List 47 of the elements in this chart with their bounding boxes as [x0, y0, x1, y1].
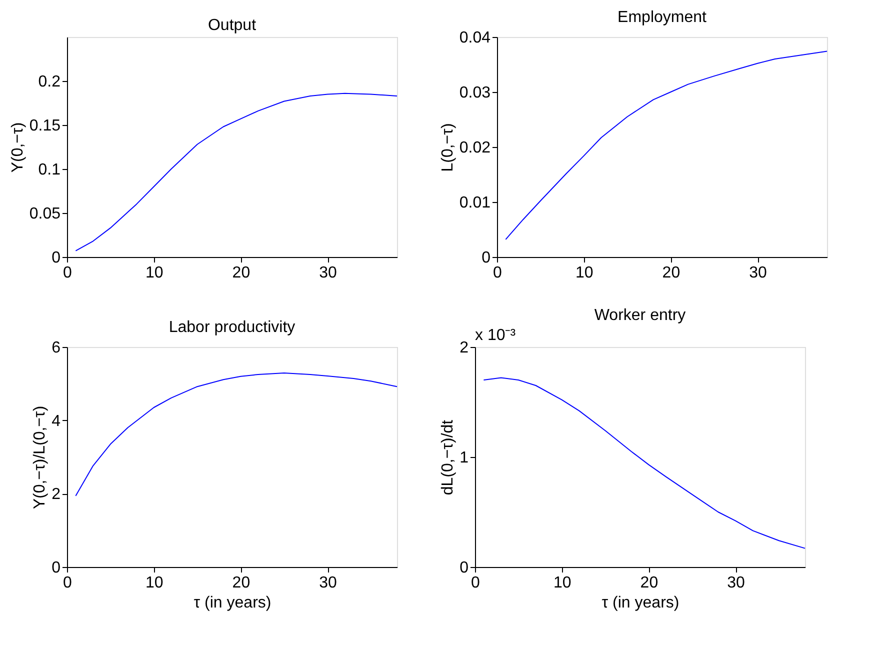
y-tick-label: 2 — [52, 486, 61, 504]
chart-title: Output — [208, 17, 257, 34]
y-tick-label: 0.1 — [38, 162, 61, 178]
x-tick-label: 0 — [63, 264, 72, 282]
y-tick-label: 0.04 — [459, 30, 491, 46]
x-tick-label: 10 — [145, 574, 164, 592]
chart-title: Employment — [618, 9, 708, 26]
x-axis-title: τ (in years) — [602, 594, 680, 612]
y-tick-label: 1 — [460, 450, 469, 466]
y-axis-title: Y(0,−τ) — [9, 122, 26, 173]
x-tick-label: 20 — [662, 264, 680, 282]
x-tick-label: 30 — [749, 264, 768, 282]
x-tick-label: 20 — [232, 264, 250, 282]
chart-title: Worker entry — [594, 307, 686, 324]
line-series — [483, 377, 806, 549]
y-tick-label: 0.15 — [29, 118, 61, 134]
y-tick-label: 0 — [460, 560, 469, 576]
x-tick-label: 0 — [63, 574, 72, 592]
line-series — [505, 50, 828, 240]
x-axis-title: τ (in years) — [194, 594, 272, 612]
y-tick-label: 0.02 — [459, 140, 491, 156]
line-series — [75, 372, 398, 496]
y-tick-label: 0 — [52, 560, 61, 576]
x-tick-label: 0 — [493, 264, 502, 282]
x-tick-label: 10 — [575, 264, 594, 282]
y-tick-label: 4 — [52, 412, 61, 430]
x-tick-label: 10 — [553, 574, 572, 592]
y-axis-title: Y(0,−τ)/L(0,−τ) — [32, 406, 49, 510]
x-tick-label: 20 — [232, 574, 250, 592]
x-tick-label: 30 — [727, 574, 746, 592]
y-tick-label: 0.01 — [459, 194, 491, 212]
y-tick-label: 0 — [482, 250, 491, 266]
y-tick-label: 0 — [52, 250, 61, 266]
x-tick-label: 30 — [319, 574, 338, 592]
y-tick-label: 2 — [460, 340, 469, 356]
line-series — [75, 92, 398, 252]
x-tick-label: 30 — [319, 264, 338, 282]
y-tick-label: 0.2 — [38, 74, 61, 90]
y-tick-label: 0.05 — [29, 206, 61, 222]
y-tick-label: 6 — [52, 340, 61, 356]
y-tick-label: 0.03 — [459, 84, 491, 102]
x-tick-label: 20 — [640, 574, 658, 592]
chart-title: Labor productivity — [168, 319, 296, 336]
y-axis-title: L(0,−τ) — [439, 123, 456, 172]
y-axis-title: dL(0,−τ)/dt — [440, 419, 457, 496]
text: x 10⁻³ — [475, 327, 516, 344]
x-tick-label: 10 — [145, 264, 164, 282]
